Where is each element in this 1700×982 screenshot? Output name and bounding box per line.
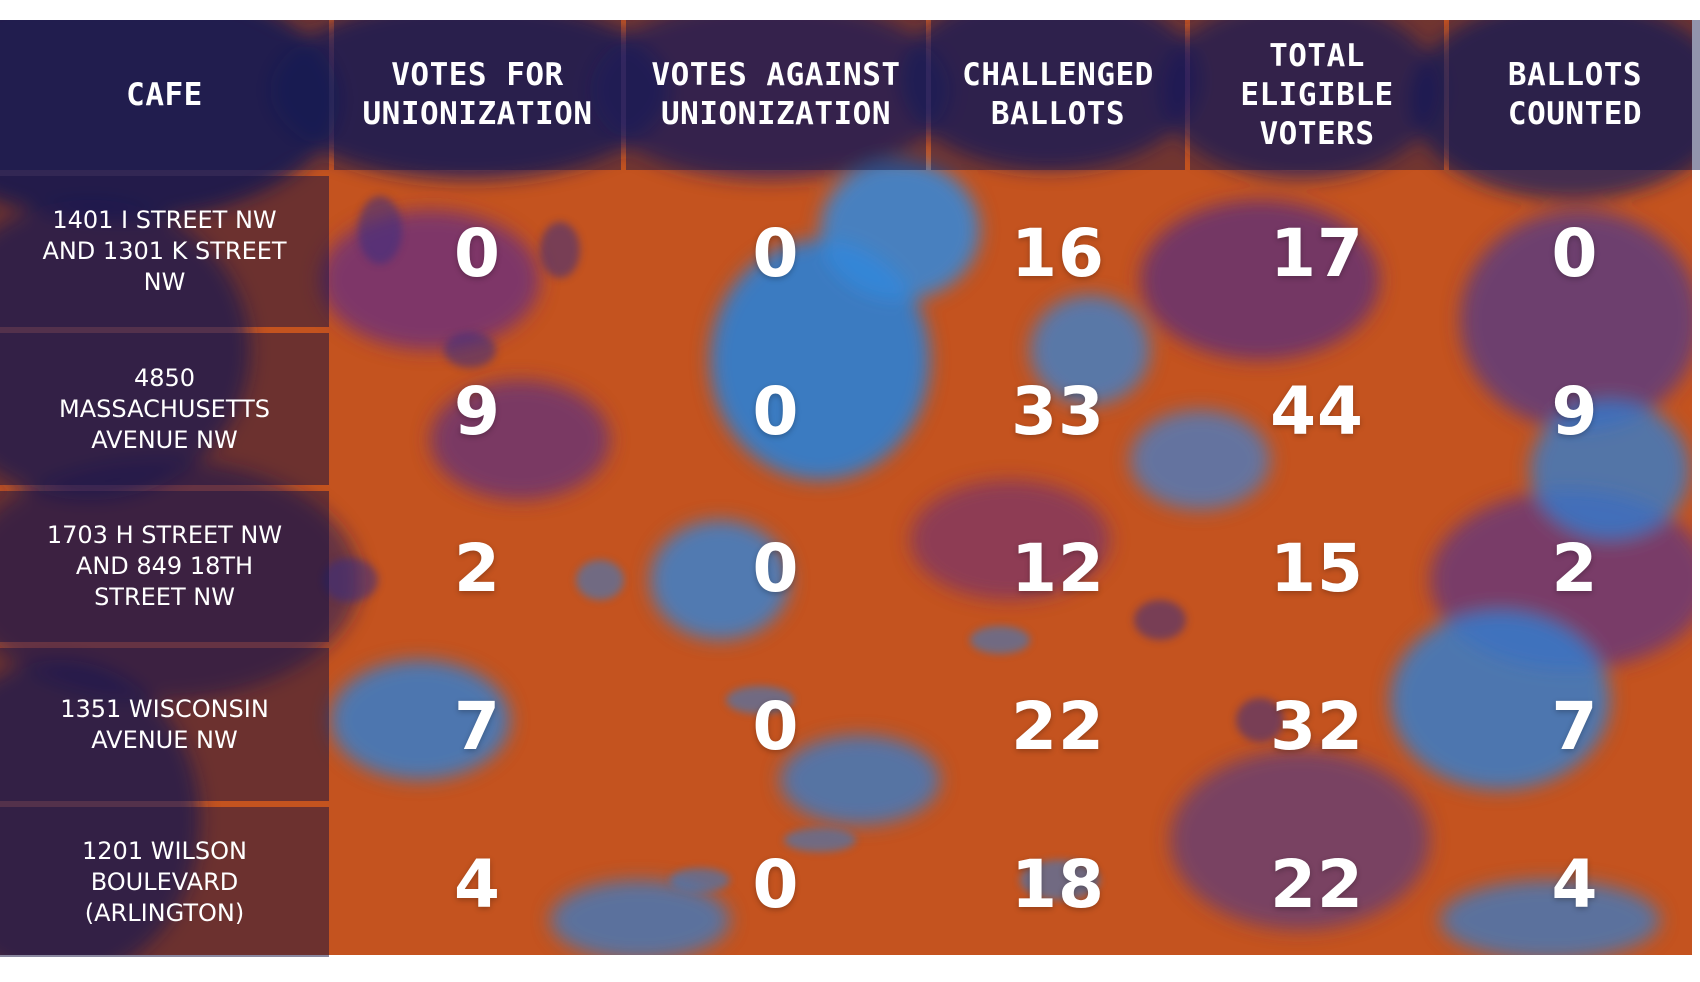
row-2-ballots-counted: 9: [1551, 372, 1599, 450]
row-2-votes-against: 0: [752, 372, 800, 450]
header-votes-for: VOTES FOR UNIONIZATION: [334, 20, 621, 170]
vote-grid: CAFE VOTES FOR UNIONIZATION VOTES AGAINS…: [0, 20, 1700, 957]
row-3-cafe: 1703 H STREET NW AND 849 18TH STREET NW: [0, 491, 329, 642]
row-5-challenged-ballots: 18: [1011, 845, 1105, 923]
row-1-total-eligible-voters: 17: [1270, 215, 1364, 292]
row-1-ballots-counted: 0: [1551, 215, 1599, 292]
row-4-votes-for: 7: [454, 688, 501, 765]
vote-results-table: CAFE VOTES FOR UNIONIZATION VOTES AGAINS…: [0, 20, 1700, 957]
row-2-challenged-ballots: 33: [1011, 372, 1105, 450]
row-3-challenged-ballots: 12: [1011, 530, 1105, 607]
header-cafe: CAFE: [0, 20, 329, 170]
row-3-votes-for: 2: [454, 530, 501, 607]
row-2-cafe: 4850 MASSACHUSETTS AVENUE NW: [0, 333, 329, 485]
row-5-votes-for: 4: [454, 845, 501, 923]
row-4-cafe: 1351 WISCONSIN AVENUE NW: [0, 648, 329, 801]
header-challenged-ballots: CHALLENGED BALLOTS: [931, 20, 1185, 170]
row-2-total-eligible-voters: 44: [1270, 372, 1364, 450]
row-3-total-eligible-voters: 15: [1270, 530, 1364, 607]
header-ballots-counted: BALLOTS COUNTED: [1449, 20, 1700, 170]
row-1-votes-against: 0: [752, 215, 800, 292]
row-5-votes-against: 0: [752, 845, 800, 923]
row-4-challenged-ballots: 22: [1011, 688, 1105, 765]
row-5-ballots-counted: 4: [1551, 845, 1599, 923]
header-total-eligible-voters: TOTAL ELIGIBLE VOTERS: [1190, 20, 1444, 170]
row-3-votes-against: 0: [752, 530, 800, 607]
row-1-cafe: 1401 I STREET NW AND 1301 K STREET NW: [0, 176, 329, 327]
header-votes-against: VOTES AGAINST UNIONIZATION: [626, 20, 926, 170]
row-4-total-eligible-voters: 32: [1270, 688, 1364, 765]
row-1-votes-for: 0: [454, 215, 501, 292]
row-5-total-eligible-voters: 22: [1270, 845, 1364, 923]
row-4-ballots-counted: 7: [1551, 688, 1599, 765]
row-4-votes-against: 0: [752, 688, 800, 765]
row-2-votes-for: 9: [454, 372, 501, 450]
row-1-challenged-ballots: 16: [1011, 215, 1105, 292]
row-5-cafe: 1201 WILSON BOULEVARD (ARLINGTON): [0, 807, 329, 957]
row-3-ballots-counted: 2: [1551, 530, 1599, 607]
